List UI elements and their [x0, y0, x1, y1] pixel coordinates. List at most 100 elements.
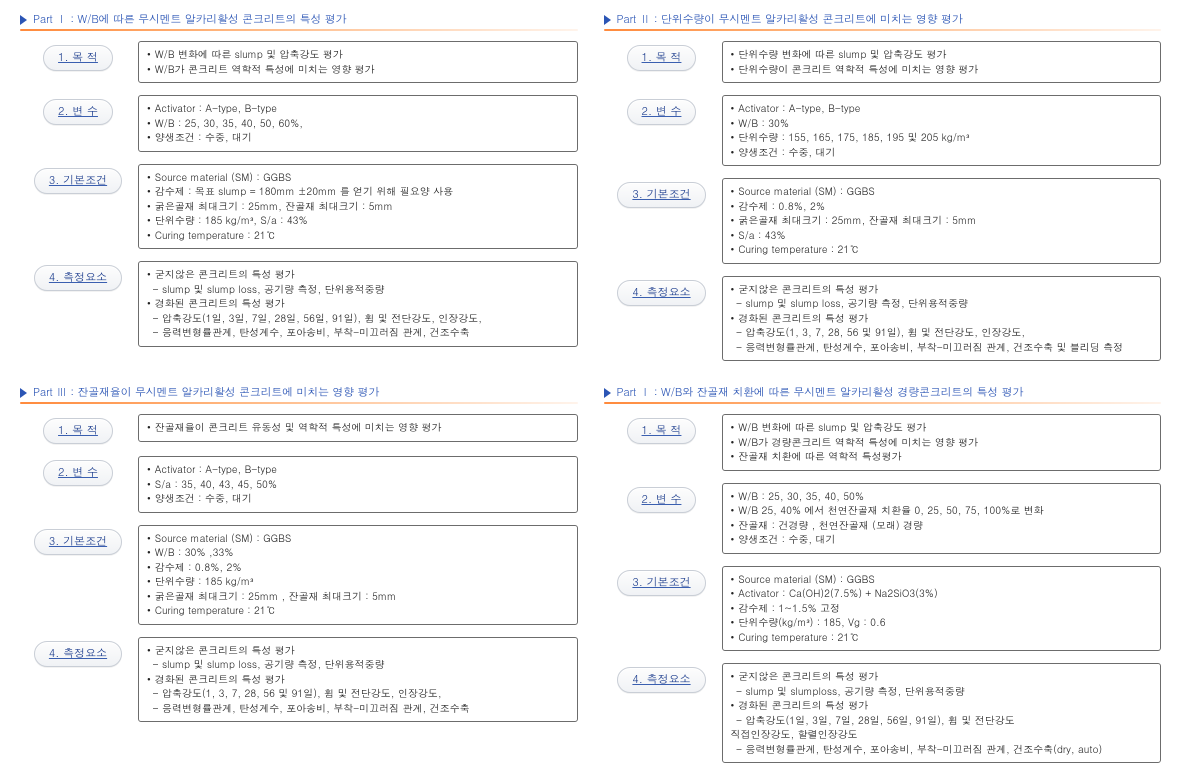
section-content-box: Source material (SM) : GGBS감수제 : 목표 slum… [138, 164, 578, 250]
list-item-text: W/B : 25, 30, 35, 40, 50% [738, 489, 864, 504]
list-item-text: 감수제 : 0.8%, 2% [155, 560, 242, 575]
list-item-text: 잔골재 치환에 따른 역학적 특성평가 [738, 449, 901, 464]
section-row: 3. 기본조건 Source material (SM) : GGBSActiva… [610, 566, 1162, 652]
section-label-pill: 4. 측정요소 [34, 265, 122, 291]
list-item-text: 굳지않은 콘크리트의 특성 평가 [738, 669, 878, 684]
list-item: W/B가 경량콘크리트 역학적 특성에 미치는 영향 평가 [731, 435, 1153, 450]
section-row: 4. 측정요소 굳지않은 콘크리트의 특성 평가slump 및 slump los… [26, 637, 578, 723]
list-item-text: 단위수량 : 185 kg/m³ [155, 574, 254, 589]
list-item-text: W/B가 콘크리트 역학적 특성에 미치는 영향 평가 [155, 62, 375, 77]
list-item-text: Curing temperature : 21℃ [155, 228, 276, 243]
parts-grid: Part Ⅰ : W/B에 따른 무시멘트 알카리활성 콘크리트의 특성 평가 1… [20, 8, 1161, 681]
list-item: Curing temperature : 21℃ [147, 603, 569, 618]
item-list: Activator : A-type, B-typeS/a : 35, 40, … [147, 462, 569, 506]
list-item: 감수제 : 0.8%, 2% [147, 560, 569, 575]
list-item: 감수제 : 목표 slump = 180mm ±20mm 를 얻기 위해 필요양… [147, 184, 569, 199]
list-item-text: Activator : A-type, B-type [155, 462, 277, 477]
list-item-text: 굳지않은 콘크리트의 특성 평가 [155, 267, 295, 282]
list-item-text: W/B 변화에 따른 slump 및 압축강도 평가 [738, 420, 926, 435]
triangle-icon [20, 388, 27, 398]
list-item-text: 압축강도(1, 3, 7, 28, 56 및 91일), 휨 및 전단강도, 인… [746, 325, 1026, 340]
part-title-line: Part Ⅰ : W/B와 잔골재 치환에 따른 무시멘트 알카리활성 경량콘크… [604, 385, 1162, 400]
section-label-pill: 3. 기본조건 [34, 168, 122, 194]
section-content-box: 굳지않은 콘크리트의 특성 평가slump 및 slump loss, 공기량 … [138, 637, 578, 723]
triangle-icon [604, 15, 611, 25]
list-item: 경화된 콘크리트의 특성 평가 [731, 311, 1153, 326]
part-title-wrap: Part Ⅰ : W/B에 따른 무시멘트 알카리활성 콘크리트의 특성 평가 [20, 12, 578, 31]
section-label-wrap: 4. 측정요소 [26, 641, 130, 667]
item-list: Source material (SM) : GGBS감수제 : 목표 slum… [147, 170, 569, 243]
list-item-text: 압축강도(1, 3, 7, 28, 56 및 91일), 휨 및 전단강도, 인… [162, 686, 442, 701]
list-item: W/B : 30% [731, 116, 1153, 131]
list-item: 압축강도(1, 3, 7, 28, 56 및 91일), 휨 및 전단강도, 인… [731, 325, 1153, 340]
list-item: Source material (SM) : GGBS [147, 170, 569, 185]
section-label-pill: 2. 변 수 [627, 99, 697, 125]
section-label-wrap: 2. 변 수 [610, 487, 714, 513]
list-item-text: 경화된 콘크리트의 특성 평가 [738, 311, 868, 326]
section-label-pill: 1. 목 적 [627, 45, 697, 71]
list-item: 응력변형률관계, 탄성계수, 포아송비, 부착-미끄러짐 관계, 건조수축 [147, 325, 569, 340]
part-title-line: Part Ⅲ : 잔골재율이 무시멘트 알카리활성 콘크리트에 미치는 영향 평… [20, 385, 578, 400]
list-item-text: 양생조건 : 수중, 대기 [738, 145, 835, 160]
section-label-wrap: 2. 변 수 [610, 99, 714, 125]
list-item-text: 단위수량이 콘크리트 역학적 특성에 미치는 영향 평가 [738, 62, 978, 77]
list-item-text: 단위수량 : 155, 165, 175, 185, 195 및 205 kg/… [738, 130, 969, 145]
part-title-wrap: Part Ⅲ : 잔골재율이 무시멘트 알카리활성 콘크리트에 미치는 영향 평… [20, 385, 578, 404]
section-label-pill: 2. 변 수 [43, 99, 113, 125]
section-content-box: Source material (SM) : GGBSActivator : C… [722, 566, 1162, 652]
list-item: Activator : A-type, B-type [147, 462, 569, 477]
list-item-text: 양생조건 : 수중, 대기 [155, 130, 252, 145]
part-title: Part Ⅰ : W/B와 잔골재 치환에 따른 무시멘트 알카리활성 경량콘크… [617, 385, 1024, 400]
list-item-text: 양생조건 : 수중, 대기 [738, 532, 835, 547]
list-item: 굵은골재 최대크기 : 25mm, 잔골재 최대크기 : 5mm [731, 213, 1153, 228]
section-label-pill: 1. 목 적 [43, 45, 113, 71]
item-list: 굳지않은 콘크리트의 특성 평가slump 및 slump loss, 공기량 … [731, 282, 1153, 355]
list-item-text: 단위수량(kg/m³) : 185, Vg : 0.6 [738, 615, 885, 630]
list-item-text: 굵은골재 최대크기 : 25mm , 잔골재 최대크기 : 5mm [155, 589, 396, 604]
section-row: 3. 기본조건 Source material (SM) : GGBS감수제 : … [26, 164, 578, 250]
list-item: W/B가 콘크리트 역학적 특성에 미치는 영향 평가 [147, 62, 569, 77]
item-list: Activator : A-type, B-typeW/B : 25, 30, … [147, 101, 569, 145]
section-label-pill: 2. 변 수 [43, 460, 113, 486]
list-item: 굳지않은 콘크리트의 특성 평가 [147, 267, 569, 282]
section-label-wrap: 1. 목 적 [610, 45, 714, 71]
list-item-text: Source material (SM) : GGBS [738, 184, 875, 199]
list-item: 단위수량 : 185 kg/m³ [147, 574, 569, 589]
section-label-wrap: 3. 기본조건 [610, 570, 714, 596]
section-row: 2. 변 수 Activator : A-type, B-typeS/a : 35… [26, 456, 578, 513]
section-label-pill: 3. 기본조건 [617, 182, 705, 208]
list-item-text: Source material (SM) : GGBS [738, 572, 875, 587]
list-item-text: 감수제 : 1~1.5% 고정 [738, 601, 840, 616]
section-row: 2. 변 수 Activator : A-type, B-typeW/B : 25… [26, 95, 578, 152]
list-item-text: 응력변형률관계, 탄성계수, 포아송비, 부착-미끄러짐 관계, 건조수축 [162, 325, 470, 340]
list-item: slump 및 slump loss, 공기량 측정, 단위용적중량 [147, 657, 569, 672]
list-item: 단위수량 : 155, 165, 175, 185, 195 및 205 kg/… [731, 130, 1153, 145]
list-item-text: 응력변형률관계, 탄성계수, 포아송비, 부착-미끄러짐 관계, 건조수축 및 … [746, 340, 1124, 355]
section-label-wrap: 4. 측정요소 [26, 265, 130, 291]
list-item-text: Activator : A-type, B-type [155, 101, 277, 116]
list-item-text: 굵은골재 최대크기 : 25mm, 잔골재 최대크기 : 5mm [738, 213, 976, 228]
list-item-text: 응력변형률관계, 탄성계수, 포아송비, 부착-미끄러짐 관계, 건조수축 [162, 701, 470, 716]
section-label-wrap: 2. 변 수 [26, 460, 130, 486]
section-content-box: 잔골재율이 콘크리트 유동성 및 역학적 특성에 미치는 영향 평가 [138, 414, 578, 442]
list-item: 압축강도(1일, 3일, 7일, 28일, 56일, 91일), 휨 및 전단강… [147, 311, 569, 326]
section-label-wrap: 1. 목 적 [26, 45, 130, 71]
item-list: Source material (SM) : GGBSActivator : C… [731, 572, 1153, 645]
list-item: 경화된 콘크리트의 특성 평가 [731, 698, 1153, 713]
part-title-line: Part Ⅰ : W/B에 따른 무시멘트 알카리활성 콘크리트의 특성 평가 [20, 12, 578, 27]
list-item: 경화된 콘크리트의 특성 평가 [147, 296, 569, 311]
list-item: W/B 25, 40% 에서 천연잔골재 치환율 0, 25, 50, 75, … [731, 503, 1153, 518]
list-item: S/a : 35, 40, 43, 45, 50% [147, 477, 569, 492]
list-item-text: Curing temperature : 21℃ [155, 603, 276, 618]
item-list: 굳지않은 콘크리트의 특성 평가slump 및 slump loss, 공기량 … [147, 267, 569, 340]
list-item: 응력변형률관계, 탄성계수, 포아송비, 부착-미끄러짐 관계, 건조수축 [147, 701, 569, 716]
list-item: 단위수량이 콘크리트 역학적 특성에 미치는 영향 평가 [731, 62, 1153, 77]
list-item-text: 압축강도(1일, 3일, 7일, 28일, 56일, 91일), 휨 및 전단강… [162, 311, 482, 326]
list-item: 단위수량(kg/m³) : 185, Vg : 0.6 [731, 615, 1153, 630]
list-item: 압축강도(1, 3, 7, 28, 56 및 91일), 휨 및 전단강도, 인… [147, 686, 569, 701]
section-label-wrap: 4. 측정요소 [610, 280, 714, 306]
item-list: W/B 변화에 따른 slump 및 압축강도 평가W/B가 콘크리트 역학적 … [147, 47, 569, 76]
section-label-wrap: 2. 변 수 [26, 99, 130, 125]
section-content-box: Source material (SM) : GGBS감수제 : 0.8%, 2… [722, 178, 1162, 264]
part-title-wrap: Part Ⅱ : 단위수량이 무시멘트 알카리활성 콘크리트에 미치는 영향 평… [604, 12, 1162, 31]
